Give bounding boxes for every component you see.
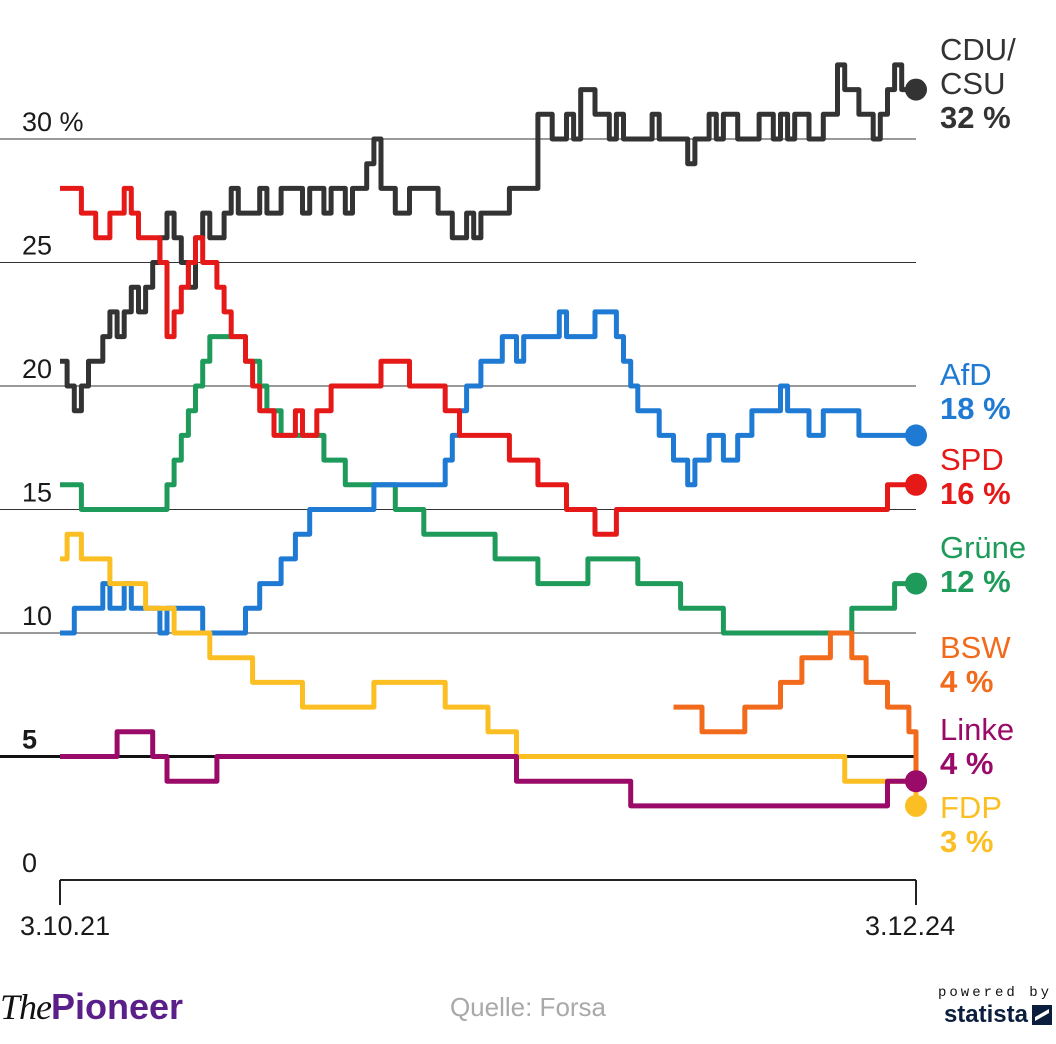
x-axis: 3.10.21 3.12.24 <box>20 880 955 941</box>
series-line-spd <box>60 185 916 537</box>
endpoint-fdp <box>905 794 927 817</box>
powered-by-text: powered by <box>937 985 1052 1001</box>
endpoint-afd <box>905 424 927 447</box>
logo-the: The <box>0 987 52 1027</box>
line-chart: 0 5 10 15 20 25 30 % 3.10.21 3.12.24 CDU/CSU32… <box>0 32 1026 941</box>
label-value-gruene: 12 % <box>940 564 1011 599</box>
statista-logo: powered by statista <box>938 985 1052 1029</box>
logo-pioneer: Pioneer <box>51 986 184 1027</box>
y-tick-label: 30 % <box>22 107 84 137</box>
series-lines <box>60 62 927 817</box>
y-tick-label: 15 <box>22 478 52 508</box>
endpoint-linke <box>905 770 927 793</box>
source-text: Quelle: Forsa <box>449 991 607 1022</box>
label-name-spd: SPD <box>940 442 1004 477</box>
label-name-cdu: CSU <box>940 66 1005 101</box>
label-name-fdp: FDP <box>940 790 1002 825</box>
label-value-spd: 16 % <box>940 476 1011 511</box>
series-line-bsw <box>673 630 919 782</box>
y-tick-label: 0 <box>22 848 37 878</box>
series-line-cdu <box>60 62 916 414</box>
label-name-bsw: BSW <box>940 630 1011 665</box>
endpoint-gruene <box>905 572 927 595</box>
label-name-gruene: Grüne <box>940 530 1026 565</box>
label-value-afd: 18 % <box>940 391 1011 426</box>
x-tick-end: 3.12.24 <box>865 911 955 941</box>
series-line-linke <box>60 729 916 809</box>
label-name-linke: Linke <box>940 712 1014 747</box>
y-tick-label: 20 <box>22 354 52 384</box>
series-line-fdp <box>60 531 919 806</box>
y-tick-label: 10 <box>22 601 52 631</box>
statista-wordmark: statista <box>944 1001 1052 1029</box>
label-name-afd: AfD <box>940 357 992 392</box>
source-note: Quelle: Forsa <box>0 985 1056 1029</box>
x-tick-start: 3.10.21 <box>20 911 110 941</box>
y-axis-ticks: 0 5 10 15 20 25 30 % <box>22 107 84 878</box>
statista-wave-icon <box>1032 1005 1052 1025</box>
label-name-cdu: CDU/ <box>940 32 1016 67</box>
label-value-linke: 4 % <box>940 746 993 781</box>
y-tick-label: 5 <box>22 725 37 755</box>
label-value-fdp: 3 % <box>940 824 993 859</box>
label-value-bsw: 4 % <box>940 664 993 699</box>
the-pioneer-logo: The Pioneer <box>0 985 183 1029</box>
series-line-gruene <box>60 334 916 636</box>
endpoint-cdu <box>905 78 927 101</box>
series-line-afd <box>60 309 916 636</box>
y-tick-label: 25 <box>22 231 52 261</box>
label-value-cdu: 32 % <box>940 100 1011 135</box>
endpoint-spd <box>905 473 927 496</box>
